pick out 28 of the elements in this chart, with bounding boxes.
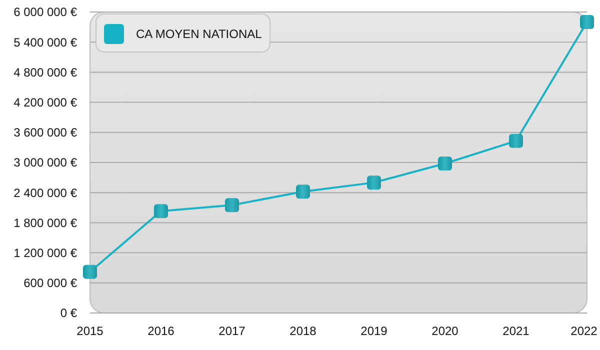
legend-label: CA MOYEN NATIONAL (136, 27, 262, 41)
y-tick-label: 1 800 000 € (14, 216, 78, 230)
x-tick-label: 2022 (570, 324, 598, 338)
point (83, 264, 97, 279)
y-tick-label: 0 € (60, 306, 78, 320)
point (580, 15, 594, 30)
x-tick-label: 2017 (218, 324, 246, 338)
x-tick-label: 2016 (148, 324, 175, 338)
point (509, 134, 523, 148)
x-tick-label: 2019 (360, 324, 388, 338)
y-tick-label: 4 800 000 € (14, 65, 78, 80)
point (296, 184, 310, 199)
x-tick-label: 2021 (502, 324, 530, 338)
point (154, 204, 168, 218)
y-tick-label: 600 000 € (24, 276, 78, 290)
y-tick-label: 3 000 000 € (14, 156, 78, 170)
y-tick-label: 1 200 000 € (14, 246, 78, 260)
x-tick-label: 2020 (432, 324, 459, 338)
y-tick-label: 5 400 000 € (14, 35, 78, 50)
point (225, 198, 239, 212)
y-tick-label: 6 000 000 € (14, 5, 78, 20)
point (438, 156, 452, 171)
point (367, 176, 381, 190)
y-tick-label: 2 400 000 € (14, 186, 78, 200)
x-tick-label: 2018 (290, 324, 317, 338)
y-tick-label: 4 200 000 € (14, 96, 78, 110)
y-tick-label: 3 600 000 € (14, 126, 78, 140)
x-tick-label: 2015 (76, 324, 104, 338)
